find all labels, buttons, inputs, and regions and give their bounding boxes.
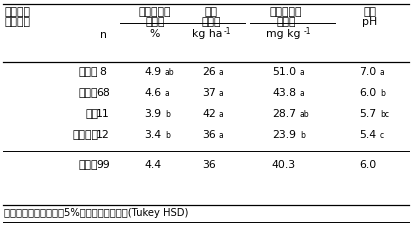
Text: ab: ab [300,110,310,119]
Text: a: a [380,68,385,77]
Text: 23.9: 23.9 [272,129,296,139]
Text: 別平均値: 別平均値 [4,17,30,27]
Text: 51.0: 51.0 [272,67,296,77]
Text: -1: -1 [304,27,311,36]
Text: 40.3: 40.3 [272,159,296,169]
Text: 7.0: 7.0 [359,67,377,77]
Text: a: a [219,110,224,119]
Text: 5.7: 5.7 [359,108,377,119]
Text: 熱帯高地: 熱帯高地 [72,129,98,139]
Text: 43.8: 43.8 [272,88,296,98]
Text: pH: pH [363,17,378,27]
Text: 26: 26 [202,67,216,77]
Text: 36: 36 [202,129,216,139]
Text: 半湿潤: 半湿潤 [79,88,98,98]
Text: 窒素: 窒素 [204,7,218,17]
Text: kg ha: kg ha [192,29,222,39]
Text: 11: 11 [96,108,110,119]
Text: b: b [300,130,305,139]
Text: 土壌: 土壌 [363,7,377,17]
Text: a: a [219,130,224,139]
Text: 6.0: 6.0 [359,88,377,98]
Text: 8: 8 [100,67,106,77]
Text: -1: -1 [224,27,232,36]
Text: 3.4: 3.4 [145,129,162,139]
Text: a: a [165,89,170,98]
Text: c: c [380,130,384,139]
Text: 6.0: 6.0 [359,159,377,169]
Text: bc: bc [380,110,389,119]
Text: ab: ab [165,68,175,77]
Text: 36: 36 [202,159,216,169]
Text: 気候区分: 気候区分 [4,7,30,17]
Text: 3.9: 3.9 [145,108,162,119]
Text: a: a [300,89,305,98]
Text: a: a [219,68,224,77]
Text: 4.4: 4.4 [145,159,162,169]
Text: 全平均: 全平均 [79,159,98,169]
Text: 68: 68 [96,88,110,98]
Text: 4.6: 4.6 [145,88,162,98]
Text: %: % [150,29,160,39]
Text: 同一アルファベットは5%水準で有意差なし(Tukey HSD): 同一アルファベットは5%水準で有意差なし(Tukey HSD) [4,207,188,217]
Text: 28.7: 28.7 [272,108,296,119]
Text: 99: 99 [96,159,110,169]
Text: 42: 42 [202,108,216,119]
Text: 37: 37 [202,88,216,98]
Text: 施用量: 施用量 [201,17,221,27]
Text: 素濃度: 素濃度 [145,17,165,27]
Text: 4.9: 4.9 [145,67,162,77]
Text: 湿潤: 湿潤 [85,108,98,119]
Text: a: a [219,89,224,98]
Text: 稲わらケイ: 稲わらケイ [139,7,171,17]
Text: 半乾燥: 半乾燥 [79,67,98,77]
Text: b: b [165,130,170,139]
Text: a: a [300,68,305,77]
Text: 12: 12 [96,129,110,139]
Text: mg kg: mg kg [266,29,300,39]
Text: b: b [165,110,170,119]
Text: 溶出量: 溶出量 [276,17,296,27]
Text: 5.4: 5.4 [359,129,377,139]
Text: b: b [380,89,385,98]
Text: n: n [100,30,106,40]
Text: 土壌ケイ酸: 土壌ケイ酸 [270,7,302,17]
